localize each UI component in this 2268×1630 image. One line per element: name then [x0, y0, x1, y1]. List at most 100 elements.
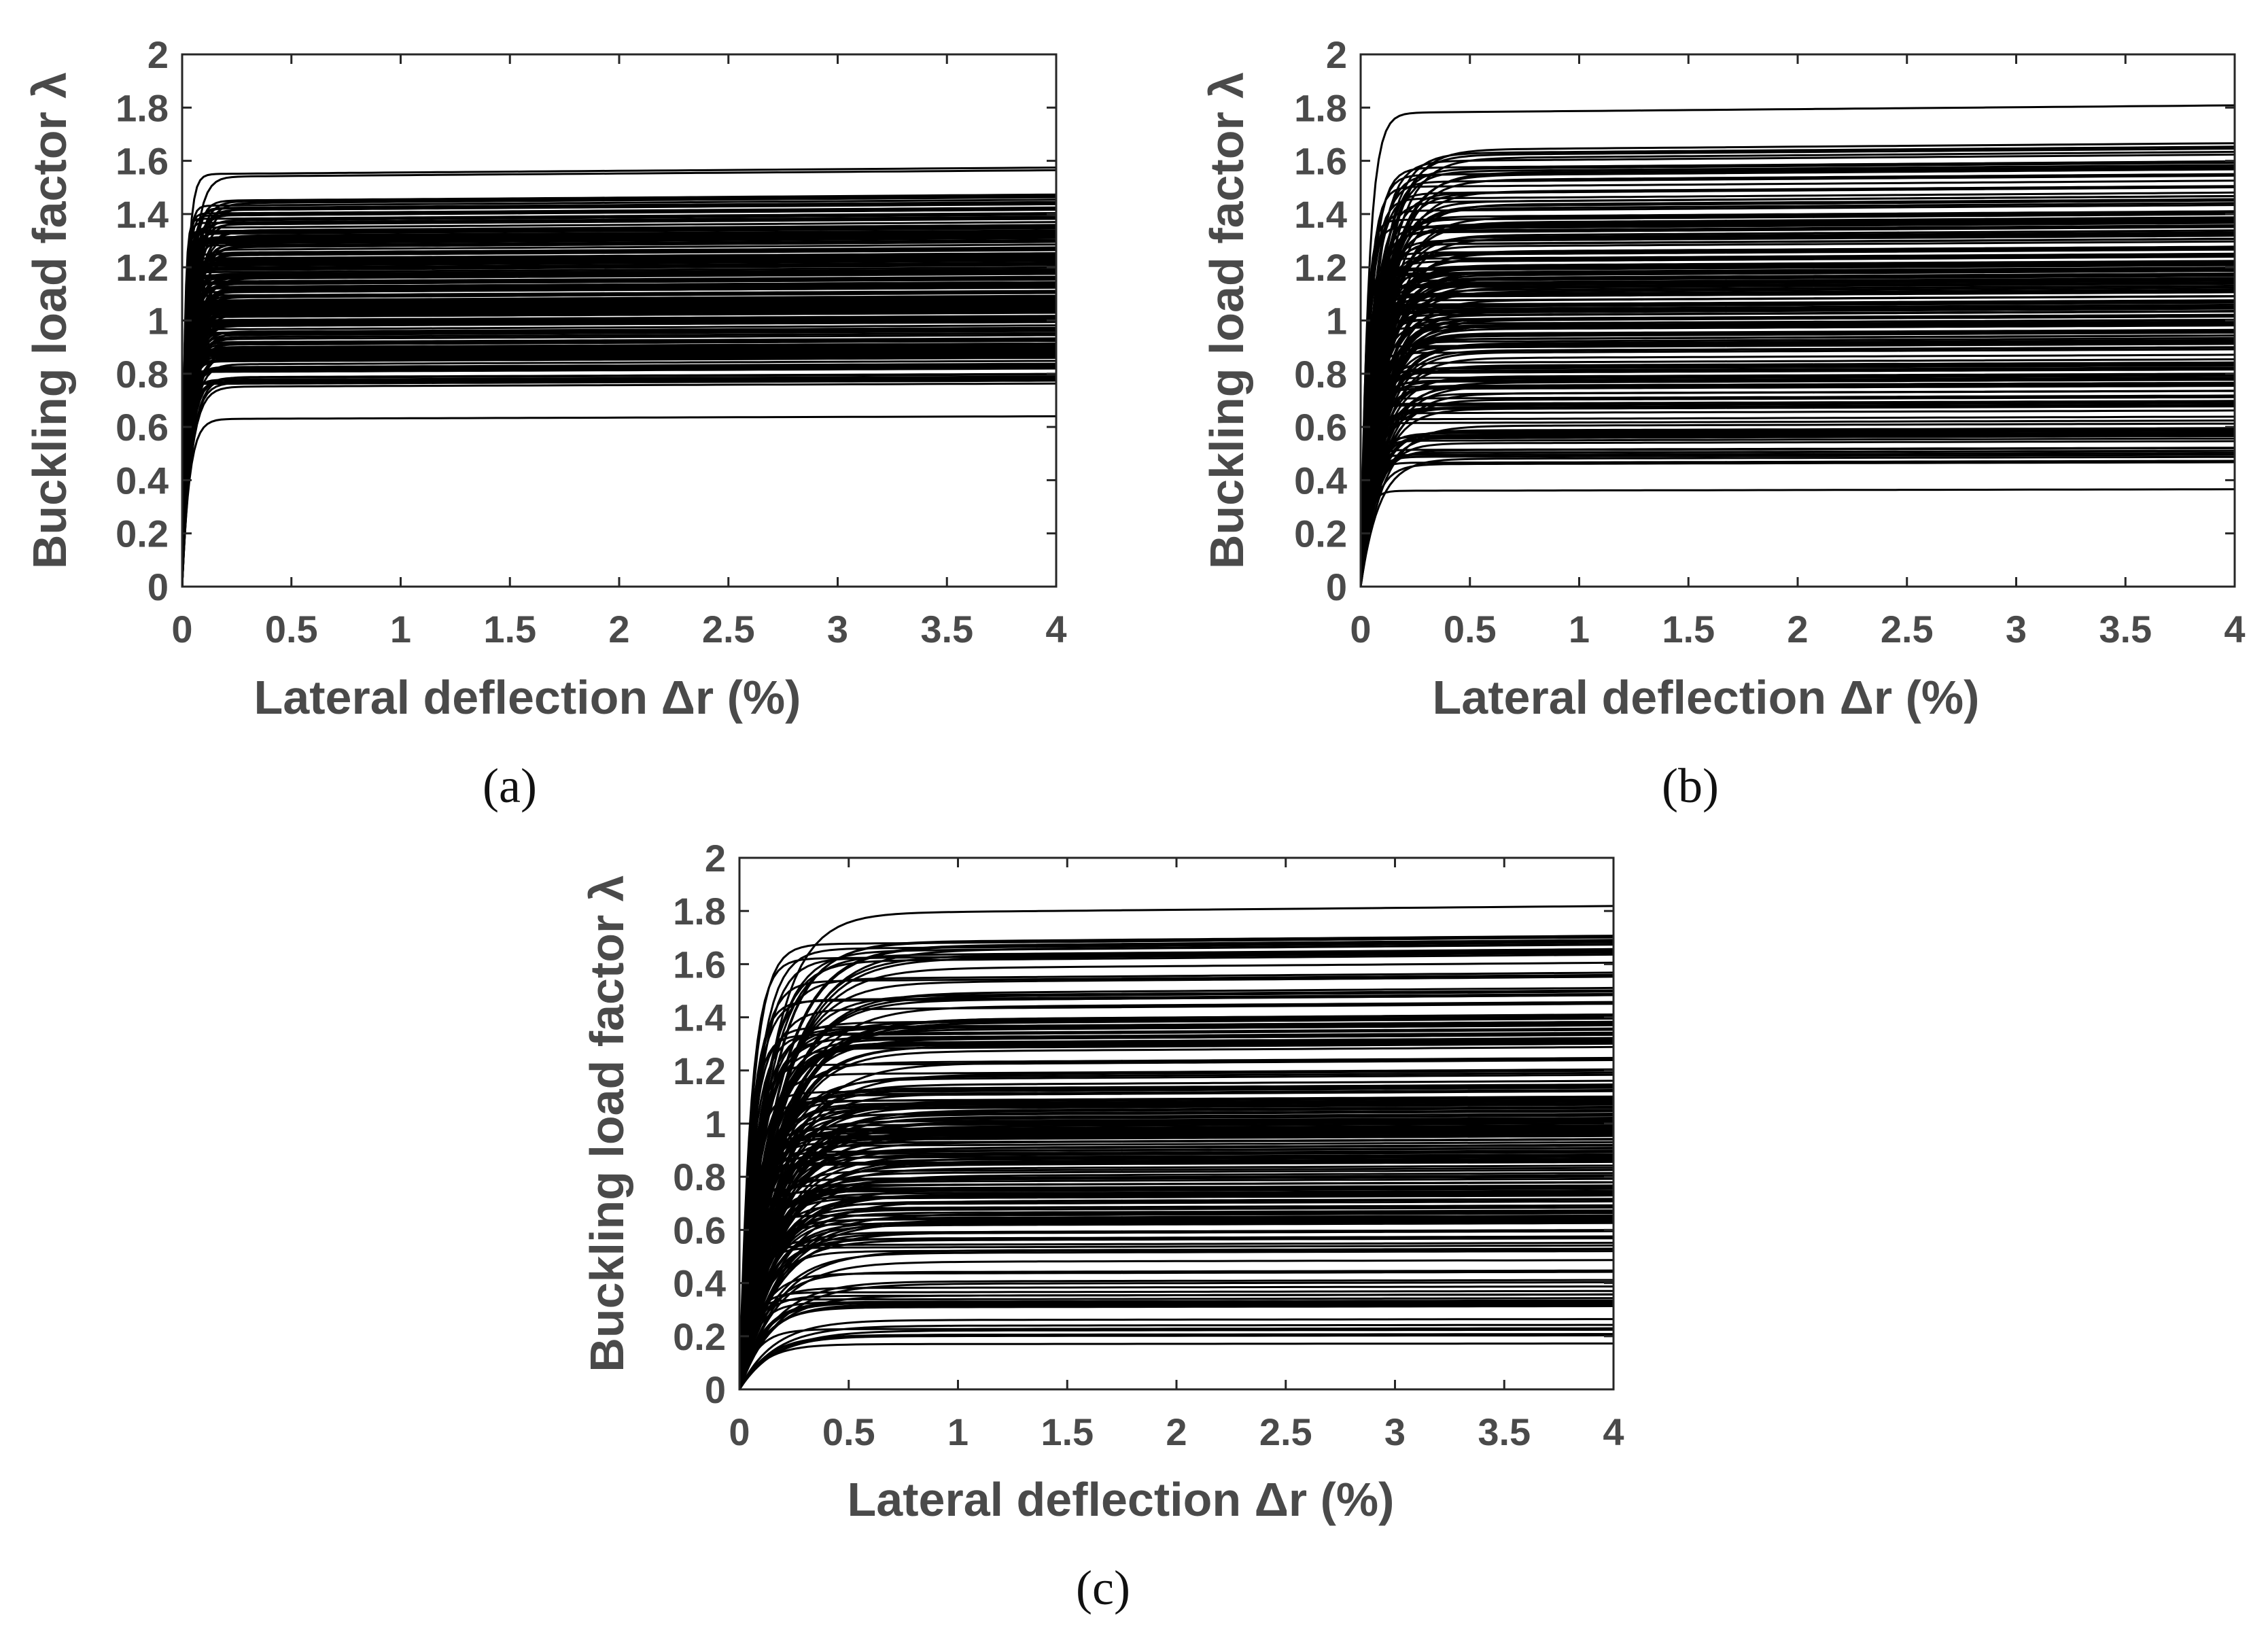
x-tick-label: 3.5 — [2099, 608, 2152, 651]
curve-line — [182, 378, 1056, 587]
x-tick-label: 2 — [1166, 1410, 1187, 1453]
curve-line — [182, 377, 1056, 587]
x-tick-label: 2.5 — [702, 608, 755, 651]
curve-line — [739, 1090, 1613, 1389]
curve-line — [182, 218, 1056, 587]
y-tick-label: 1.4 — [116, 193, 169, 236]
y-tick-label: 0.2 — [673, 1315, 726, 1358]
x-tick-label: 3 — [2006, 608, 2027, 651]
curve-line — [739, 1285, 1613, 1389]
y-tick-label: 0.4 — [116, 459, 169, 502]
curve-line — [1361, 447, 2235, 587]
curve-line — [1361, 232, 2235, 587]
curve-line — [182, 338, 1056, 587]
curve-line — [182, 362, 1056, 587]
curve-line — [739, 1147, 1613, 1389]
y-tick-label: 1.6 — [116, 140, 169, 183]
curve-line — [739, 1293, 1613, 1389]
curve-line — [1361, 461, 2235, 587]
curve-line — [182, 300, 1056, 587]
x-tick-label: 2 — [1787, 608, 1808, 651]
y-axis-title: Buckling load factor λ — [580, 875, 633, 1372]
curve-line — [1361, 222, 2235, 587]
curve-line — [182, 253, 1056, 587]
panel-caption: (a) — [483, 759, 537, 813]
x-tick-label: 0 — [1350, 608, 1371, 651]
curve-line — [1361, 191, 2235, 587]
curve-line — [1361, 459, 2235, 587]
y-tick-label: 0.2 — [116, 513, 169, 555]
curve-line — [1361, 213, 2235, 587]
curve-line — [739, 941, 1613, 1389]
y-tick-label: 2 — [147, 33, 169, 76]
y-tick-label: 0.4 — [1294, 459, 1347, 502]
curve-line — [182, 271, 1056, 587]
y-tick-label: 0.8 — [116, 353, 169, 396]
curve-line — [182, 379, 1056, 587]
chart-panel-c: 0 0.5 1 1.5 2 2.5 3 3.5 4 0 0.2 0.4 0.6 0.8 1 1.2 1.4 1.6… — [580, 837, 1624, 1615]
x-tick-label: 2.5 — [1259, 1410, 1312, 1453]
curve-line — [1361, 179, 2235, 587]
y-axis-title: Buckling load factor λ — [23, 72, 76, 569]
y-tick-label: 0 — [1326, 566, 1347, 608]
x-tick-label: 2.5 — [1881, 608, 1934, 651]
y-tick-label: 1.6 — [673, 943, 726, 986]
curve-line — [1361, 385, 2235, 587]
curve-group — [1361, 104, 2235, 587]
curve-line — [739, 936, 1613, 1389]
curve-line — [739, 1302, 1613, 1389]
x-axis-title: Lateral deflection Δr (%) — [254, 671, 801, 724]
curve-line — [1361, 447, 2235, 587]
curve-line — [182, 364, 1056, 587]
y-tick-label: 0.8 — [673, 1156, 726, 1198]
curve-line — [739, 1318, 1613, 1389]
x-tick-label: 1 — [1569, 608, 1590, 651]
curve-line — [1361, 310, 2235, 587]
y-tick-label: 1.4 — [1294, 193, 1347, 236]
curve-line — [739, 1235, 1613, 1389]
x-tick-label: 0.5 — [822, 1410, 875, 1453]
curve-line — [182, 351, 1056, 587]
curve-line — [739, 1229, 1613, 1389]
x-tick-label: 2 — [608, 608, 629, 651]
curve-line — [182, 235, 1056, 587]
panel-caption: (c) — [1076, 1561, 1130, 1615]
y-tick-label: 1.8 — [673, 890, 726, 933]
curve-line — [182, 258, 1056, 587]
x-tick-label: 0.5 — [265, 608, 318, 651]
y-tick-label: 1.8 — [116, 86, 169, 129]
curve-line — [739, 1003, 1613, 1389]
curve-line — [1361, 422, 2235, 587]
y-tick-label: 2 — [705, 837, 726, 880]
y-tick-label: 0.6 — [1294, 406, 1347, 449]
curve-line — [182, 372, 1056, 587]
curve-line — [1361, 343, 2235, 587]
curve-line — [739, 1300, 1613, 1389]
y-tick-label: 1 — [705, 1103, 726, 1145]
x-axis-title: Lateral deflection Δr (%) — [1433, 671, 1980, 724]
x-tick-label: 3.5 — [920, 608, 973, 651]
curve-line — [182, 367, 1056, 587]
curve-line — [739, 1219, 1613, 1389]
curve-line — [1361, 226, 2235, 587]
x-tick-label: 0 — [729, 1410, 750, 1453]
curve-line — [182, 357, 1056, 587]
curve-line — [1361, 449, 2235, 587]
curve-line — [1361, 379, 2235, 587]
curve-line — [182, 375, 1056, 587]
curve-line — [1361, 383, 2235, 587]
y-tick-label: 1.4 — [673, 996, 726, 1039]
y-tick-label: 2 — [1326, 33, 1347, 76]
x-tick-label: 1.5 — [1041, 1410, 1094, 1453]
curve-line — [1361, 427, 2235, 587]
curve-line — [182, 319, 1056, 587]
x-tick-label: 3 — [827, 608, 848, 651]
curve-line — [182, 355, 1056, 587]
curve-line — [182, 167, 1056, 587]
curve-line — [739, 1270, 1613, 1389]
y-tick-label: 0 — [147, 566, 169, 608]
y-tick-label: 1 — [1326, 300, 1347, 343]
curve-line — [182, 365, 1056, 587]
x-tick-label: 0.5 — [1444, 608, 1497, 651]
y-tick-label: 0.6 — [116, 406, 169, 449]
